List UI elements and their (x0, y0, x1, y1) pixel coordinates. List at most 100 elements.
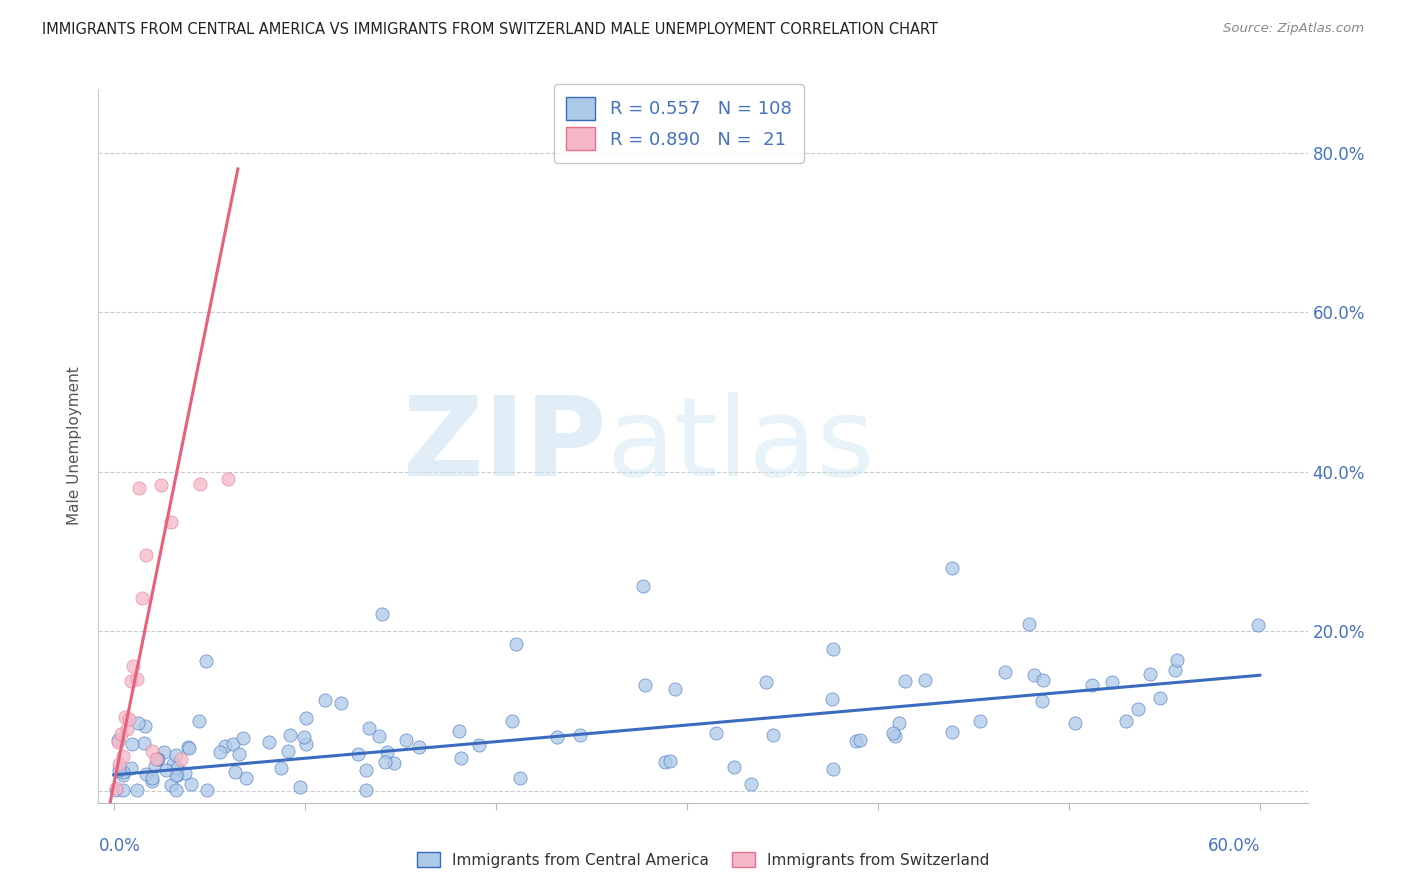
Point (821, 642, 844, 657)
Point (169, 752, 191, 766)
Point (224, 764, 246, 779)
Point (145, 752, 167, 766)
Point (704, 726, 727, 740)
Point (354, 783, 377, 797)
Point (111, 783, 134, 797)
Point (120, 673, 142, 688)
Point (104, 780, 127, 795)
Point (374, 755, 396, 769)
Point (664, 681, 686, 696)
Point (160, 778, 183, 792)
Point (155, 763, 177, 777)
Point (162, 756, 184, 771)
Point (108, 763, 131, 777)
Point (501, 714, 523, 729)
Point (132, 736, 155, 750)
Point (125, 672, 148, 686)
Point (382, 756, 405, 770)
Point (127, 716, 149, 731)
Point (209, 745, 232, 759)
Point (447, 723, 470, 738)
Point (152, 745, 174, 759)
Point (195, 654, 218, 668)
Point (467, 738, 489, 752)
Point (128, 481, 150, 495)
Legend: Immigrants from Central America, Immigrants from Switzerland: Immigrants from Central America, Immigra… (409, 844, 997, 875)
Point (228, 747, 250, 761)
Point (141, 774, 163, 789)
Point (887, 716, 910, 731)
Point (141, 744, 163, 758)
Point (214, 739, 236, 753)
Point (135, 766, 157, 780)
Point (141, 772, 163, 786)
Point (108, 756, 131, 771)
Point (173, 765, 195, 780)
Point (114, 710, 136, 724)
Point (914, 673, 936, 687)
Point (270, 761, 292, 775)
Legend: R = 0.557   N = 108, R = 0.890   N =  21: R = 0.557 N = 108, R = 0.890 N = 21 (554, 84, 804, 163)
Point (105, 783, 128, 797)
Point (329, 696, 352, 710)
Point (882, 726, 904, 740)
Point (357, 722, 380, 736)
Point (295, 711, 318, 725)
Point (849, 732, 872, 747)
Point (177, 740, 200, 755)
Point (131, 591, 153, 605)
Point (450, 750, 472, 764)
Point (994, 665, 1017, 680)
Point (1081, 678, 1104, 692)
Point (740, 777, 762, 791)
Point (634, 678, 657, 692)
Point (112, 748, 135, 763)
Point (235, 771, 257, 785)
Text: 0.0%: 0.0% (98, 837, 141, 855)
Point (1032, 673, 1054, 688)
Point (118, 712, 141, 726)
Text: 60.0%: 60.0% (1208, 837, 1260, 855)
Point (1164, 663, 1187, 677)
Point (187, 714, 209, 728)
Point (121, 659, 143, 673)
Point (1149, 691, 1171, 706)
Point (1022, 668, 1045, 682)
Point (217, 472, 239, 486)
Text: ZIP: ZIP (404, 392, 606, 500)
Point (723, 760, 745, 774)
Point (823, 763, 845, 777)
Point (1115, 714, 1137, 728)
Point (883, 730, 905, 744)
Point (568, 728, 591, 742)
Point (165, 747, 187, 762)
Point (941, 724, 963, 739)
Point (127, 782, 149, 797)
Point (1018, 616, 1040, 631)
Point (150, 478, 173, 492)
Point (762, 728, 785, 742)
Point (165, 783, 187, 797)
Point (845, 733, 868, 747)
Point (941, 561, 963, 575)
Point (146, 752, 169, 766)
Point (107, 734, 129, 748)
Point (278, 728, 301, 742)
Point (1246, 618, 1268, 632)
Point (755, 675, 778, 690)
Point (546, 730, 568, 744)
Point (165, 767, 187, 781)
Point (1166, 652, 1188, 666)
Point (1139, 667, 1161, 681)
Point (509, 772, 531, 786)
Text: atlas: atlas (606, 392, 875, 500)
Point (188, 477, 211, 491)
Point (505, 637, 527, 651)
Point (1031, 694, 1053, 708)
Point (166, 760, 188, 774)
Point (354, 763, 377, 777)
Point (395, 732, 418, 747)
Text: Source: ZipAtlas.com: Source: ZipAtlas.com (1223, 22, 1364, 36)
Point (290, 780, 312, 795)
Point (160, 515, 183, 529)
